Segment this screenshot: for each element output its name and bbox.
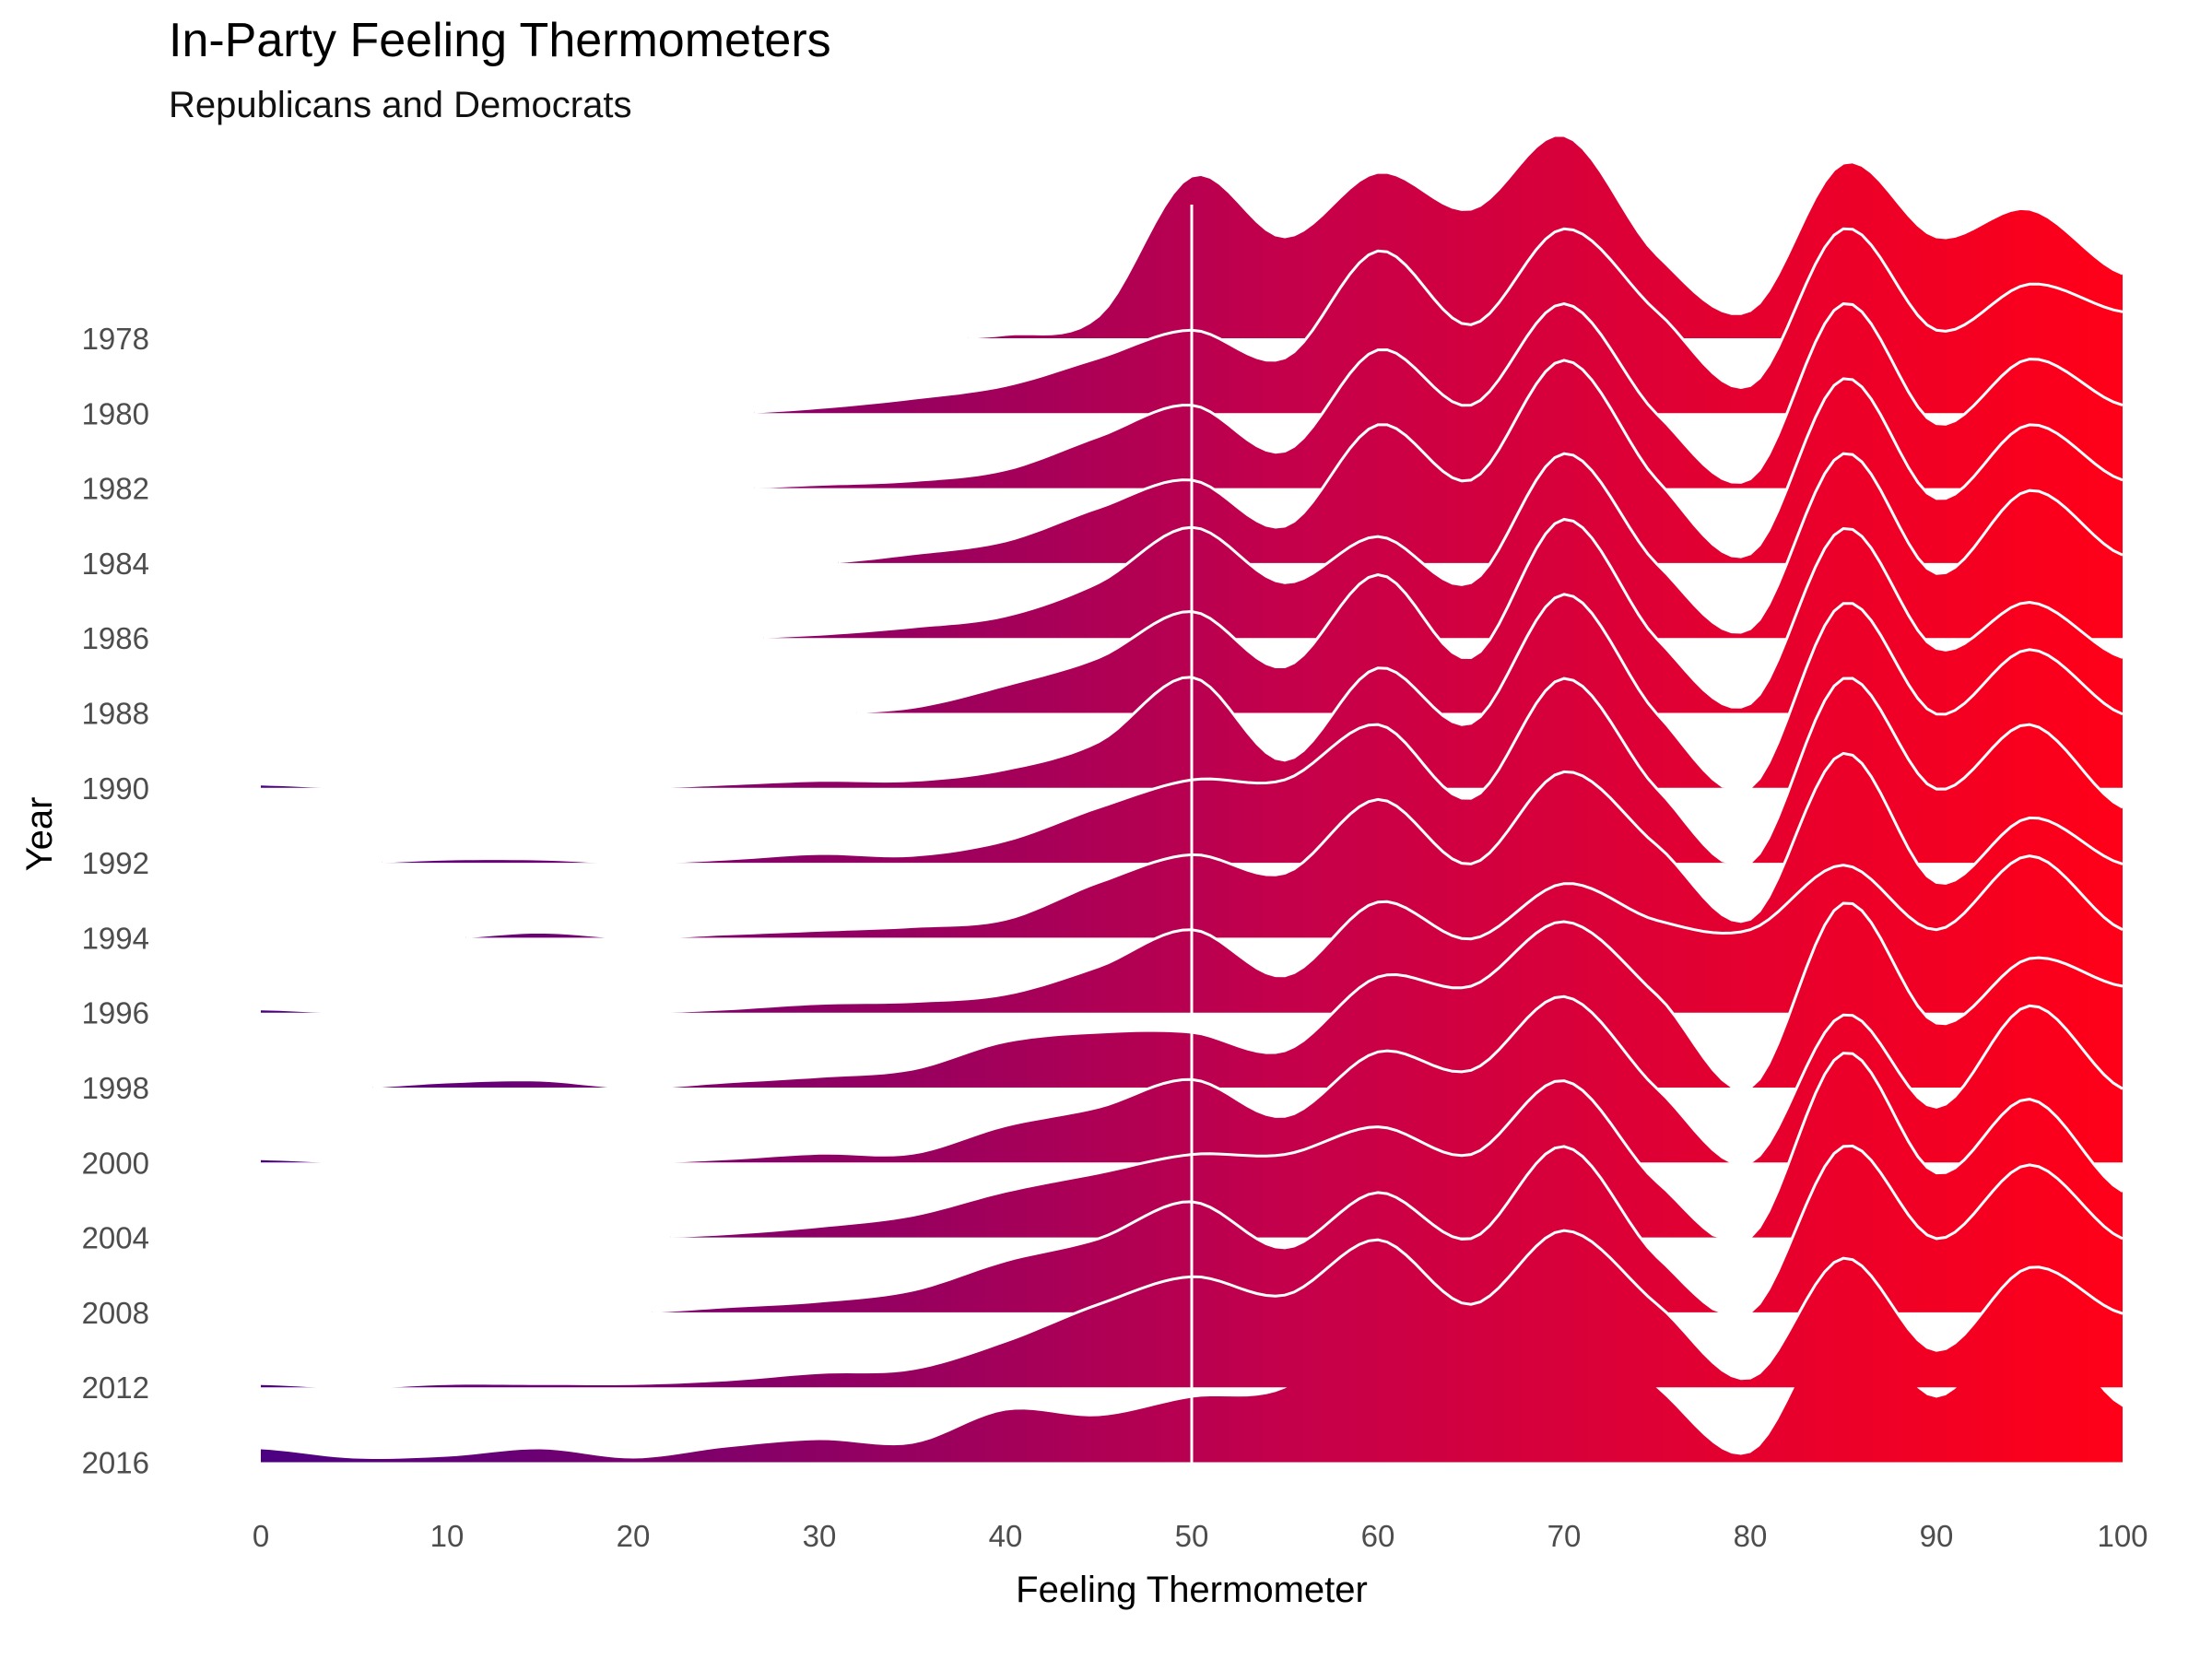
ridge-2016	[261, 1296, 2123, 1463]
y-tick-1986: 1986	[82, 621, 149, 655]
x-axis-title: Feeling Thermometer	[1016, 1570, 1368, 1610]
ridge-area-1984	[838, 359, 2124, 563]
x-tick-60: 60	[1361, 1519, 1395, 1553]
y-axis-title: Year	[19, 797, 60, 872]
y-tick-1978: 1978	[82, 322, 149, 356]
ridge-area-1982	[754, 303, 2123, 488]
y-tick-2004: 2004	[82, 1221, 149, 1255]
y-tick-1998: 1998	[82, 1071, 149, 1105]
ridge-area-1988	[856, 519, 2123, 713]
ridge-outline-2004	[670, 1052, 2124, 1240]
ridge-outline-1992	[382, 677, 2124, 865]
x-tick-80: 80	[1734, 1519, 1768, 1553]
y-tick-2008: 2008	[82, 1296, 149, 1330]
ridge-outline-2008	[652, 1144, 2124, 1314]
y-tick-2016: 2016	[82, 1446, 149, 1480]
ridge-outline-1978	[968, 134, 2124, 339]
ridge-1986	[763, 452, 2124, 639]
y-tick-1990: 1990	[82, 771, 149, 806]
ridge-outline-1998	[372, 901, 2124, 1089]
x-tick-20: 20	[617, 1519, 651, 1553]
ridge-area-1998	[372, 903, 2124, 1088]
chart-subtitle: Republicans and Democrats	[169, 85, 632, 125]
ridge-outline-1994	[465, 751, 2124, 939]
ridge-area-1986	[763, 453, 2123, 639]
y-tick-1988: 1988	[82, 697, 149, 731]
y-tick-2012: 2012	[82, 1371, 149, 1405]
x-tick-100: 100	[2097, 1519, 2147, 1553]
ridge-area-2008	[652, 1146, 2124, 1312]
x-tick-10: 10	[430, 1519, 465, 1553]
y-tick-1982: 1982	[82, 472, 149, 506]
ridge-area-2016	[261, 1296, 2123, 1463]
chart-title: In-Party Feeling Thermometers	[169, 14, 831, 67]
x-tick-0: 0	[253, 1519, 269, 1553]
y-tick-2000: 2000	[82, 1146, 149, 1180]
ridge-outline-1982	[754, 302, 2124, 489]
x-tick-50: 50	[1175, 1519, 1209, 1553]
ridge-1992	[382, 677, 2124, 865]
ridge-1984	[838, 359, 2124, 564]
y-tick-labels: 1978 1980 1982 1984 1986 1988 1990 1992 1994 1996…	[82, 322, 149, 1480]
ridge-outline-1984	[838, 359, 2124, 564]
y-tick-1996: 1996	[82, 996, 149, 1030]
ridge-1980	[754, 227, 2124, 414]
ridge-2008	[652, 1144, 2124, 1314]
ridge-area-1992	[382, 678, 2123, 864]
ridge-area-2004	[670, 1053, 2123, 1238]
ridge-1998	[372, 901, 2124, 1089]
ridge-1988	[856, 517, 2124, 713]
x-tick-40: 40	[989, 1519, 1023, 1553]
ridge-outline-1980	[754, 227, 2124, 414]
y-tick-1992: 1992	[82, 846, 149, 880]
ridge-2004	[670, 1052, 2124, 1240]
ridge-area-1980	[754, 229, 2123, 414]
y-tick-1994: 1994	[82, 921, 149, 955]
y-tick-1980: 1980	[82, 396, 149, 430]
x-tick-labels: 0 10 20 30 40 50 60 70 80 90 100	[253, 1519, 2148, 1553]
x-tick-30: 30	[803, 1519, 837, 1553]
y-tick-1984: 1984	[82, 547, 149, 581]
ridge-outline-1988	[856, 517, 2124, 713]
x-tick-90: 90	[1920, 1519, 1954, 1553]
ridge-1982	[754, 302, 2124, 489]
x-tick-70: 70	[1547, 1519, 1582, 1553]
ridge-outline-1986	[763, 452, 2124, 639]
